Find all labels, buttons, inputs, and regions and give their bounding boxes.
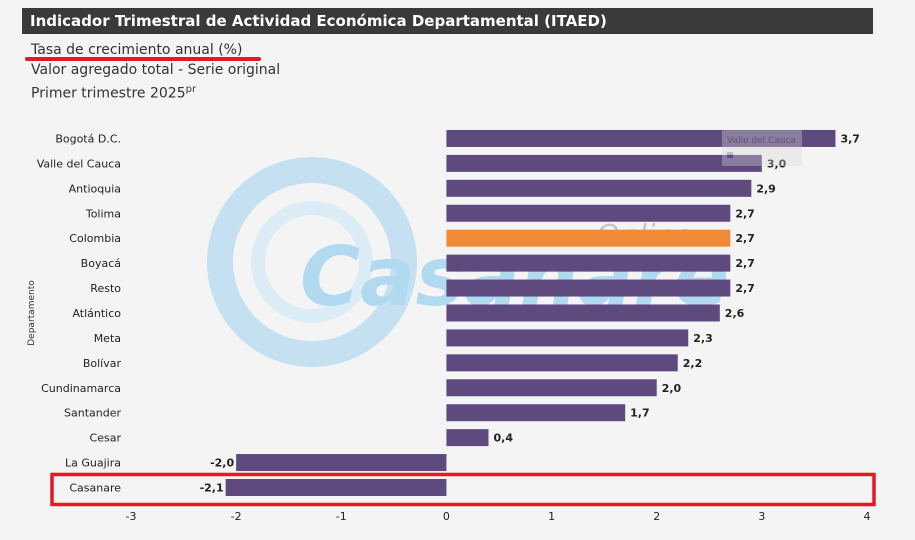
x-tick-label: 2 — [653, 510, 660, 523]
tooltip: Valle del Cauca — [722, 130, 802, 166]
category-label: Resto — [90, 282, 121, 295]
data-label: 0,4 — [493, 432, 513, 445]
x-tick-label: 0 — [443, 510, 450, 523]
data-label: 2,0 — [662, 382, 682, 395]
bar[interactable] — [446, 329, 689, 347]
bar[interactable] — [446, 279, 731, 297]
data-label: 2,2 — [683, 357, 703, 370]
category-label: Bogotá D.C. — [55, 132, 121, 145]
x-tick-label: 4 — [864, 510, 871, 523]
subtitle-block: Tasa de crecimiento anual (%) Valor agre… — [25, 40, 281, 104]
chart-title: Indicador Trimestral de Actividad Económ… — [22, 8, 873, 34]
data-label: 2,7 — [735, 257, 755, 270]
x-tick-label: 3 — [758, 510, 765, 523]
category-label: Meta — [94, 332, 121, 345]
category-label: Cesar — [90, 432, 122, 445]
category-label: Santander — [64, 407, 121, 420]
bar[interactable] — [446, 354, 678, 372]
data-label: -2,1 — [200, 481, 224, 494]
casanare-highlight-box — [50, 472, 876, 507]
bar[interactable] — [446, 429, 489, 447]
category-label: Atlántico — [72, 307, 121, 320]
x-tick-label: 1 — [548, 510, 555, 523]
bar[interactable] — [446, 379, 657, 397]
data-label: 2,3 — [693, 332, 713, 345]
subtitle-series: Valor agregado total - Serie original — [31, 62, 281, 78]
data-label: 2,6 — [725, 307, 745, 320]
category-label: La Guajira — [65, 457, 121, 470]
subtitle-period: Primer trimestre 2025pr — [31, 84, 197, 102]
category-label: Cundinamarca — [41, 382, 121, 395]
data-label: 2,7 — [735, 232, 755, 245]
category-label: Colombia — [69, 232, 121, 245]
category-label: Casanare — [69, 481, 121, 494]
data-label: 1,7 — [630, 407, 650, 420]
data-label: 3,7 — [840, 132, 860, 145]
x-tick-label: -3 — [126, 510, 137, 523]
bar[interactable] — [446, 254, 731, 272]
data-label: 2,9 — [756, 182, 776, 195]
svg-text:Valle del Cauca: Valle del Cauca — [727, 136, 796, 146]
bar[interactable] — [225, 478, 447, 496]
watermark-c-logo — [207, 157, 417, 367]
category-label: Valle del Cauca — [37, 157, 121, 170]
bar[interactable] — [446, 229, 731, 247]
subtitle-rate: Tasa de crecimiento anual (%) — [31, 42, 243, 58]
red-underline — [25, 57, 261, 61]
category-label: Boyacá — [81, 257, 121, 270]
bar[interactable] — [446, 154, 762, 172]
category-label: Bolívar — [83, 357, 122, 370]
bar[interactable] — [446, 179, 752, 197]
y-axis-title: Departamento — [27, 280, 37, 346]
data-label: -2,0 — [210, 457, 234, 470]
bar[interactable] — [446, 129, 836, 147]
data-label: 2,7 — [735, 207, 755, 220]
bar[interactable] — [446, 304, 720, 322]
x-tick-label: -1 — [336, 510, 347, 523]
data-label: 2,7 — [735, 282, 755, 295]
bar[interactable] — [236, 454, 447, 472]
bar[interactable] — [446, 404, 626, 422]
x-tick-label: -2 — [231, 510, 242, 523]
category-label: Antioquia — [69, 182, 121, 195]
data-label: 3,0 — [767, 157, 787, 170]
category-label: Tolima — [85, 207, 121, 220]
bar[interactable] — [446, 204, 731, 222]
